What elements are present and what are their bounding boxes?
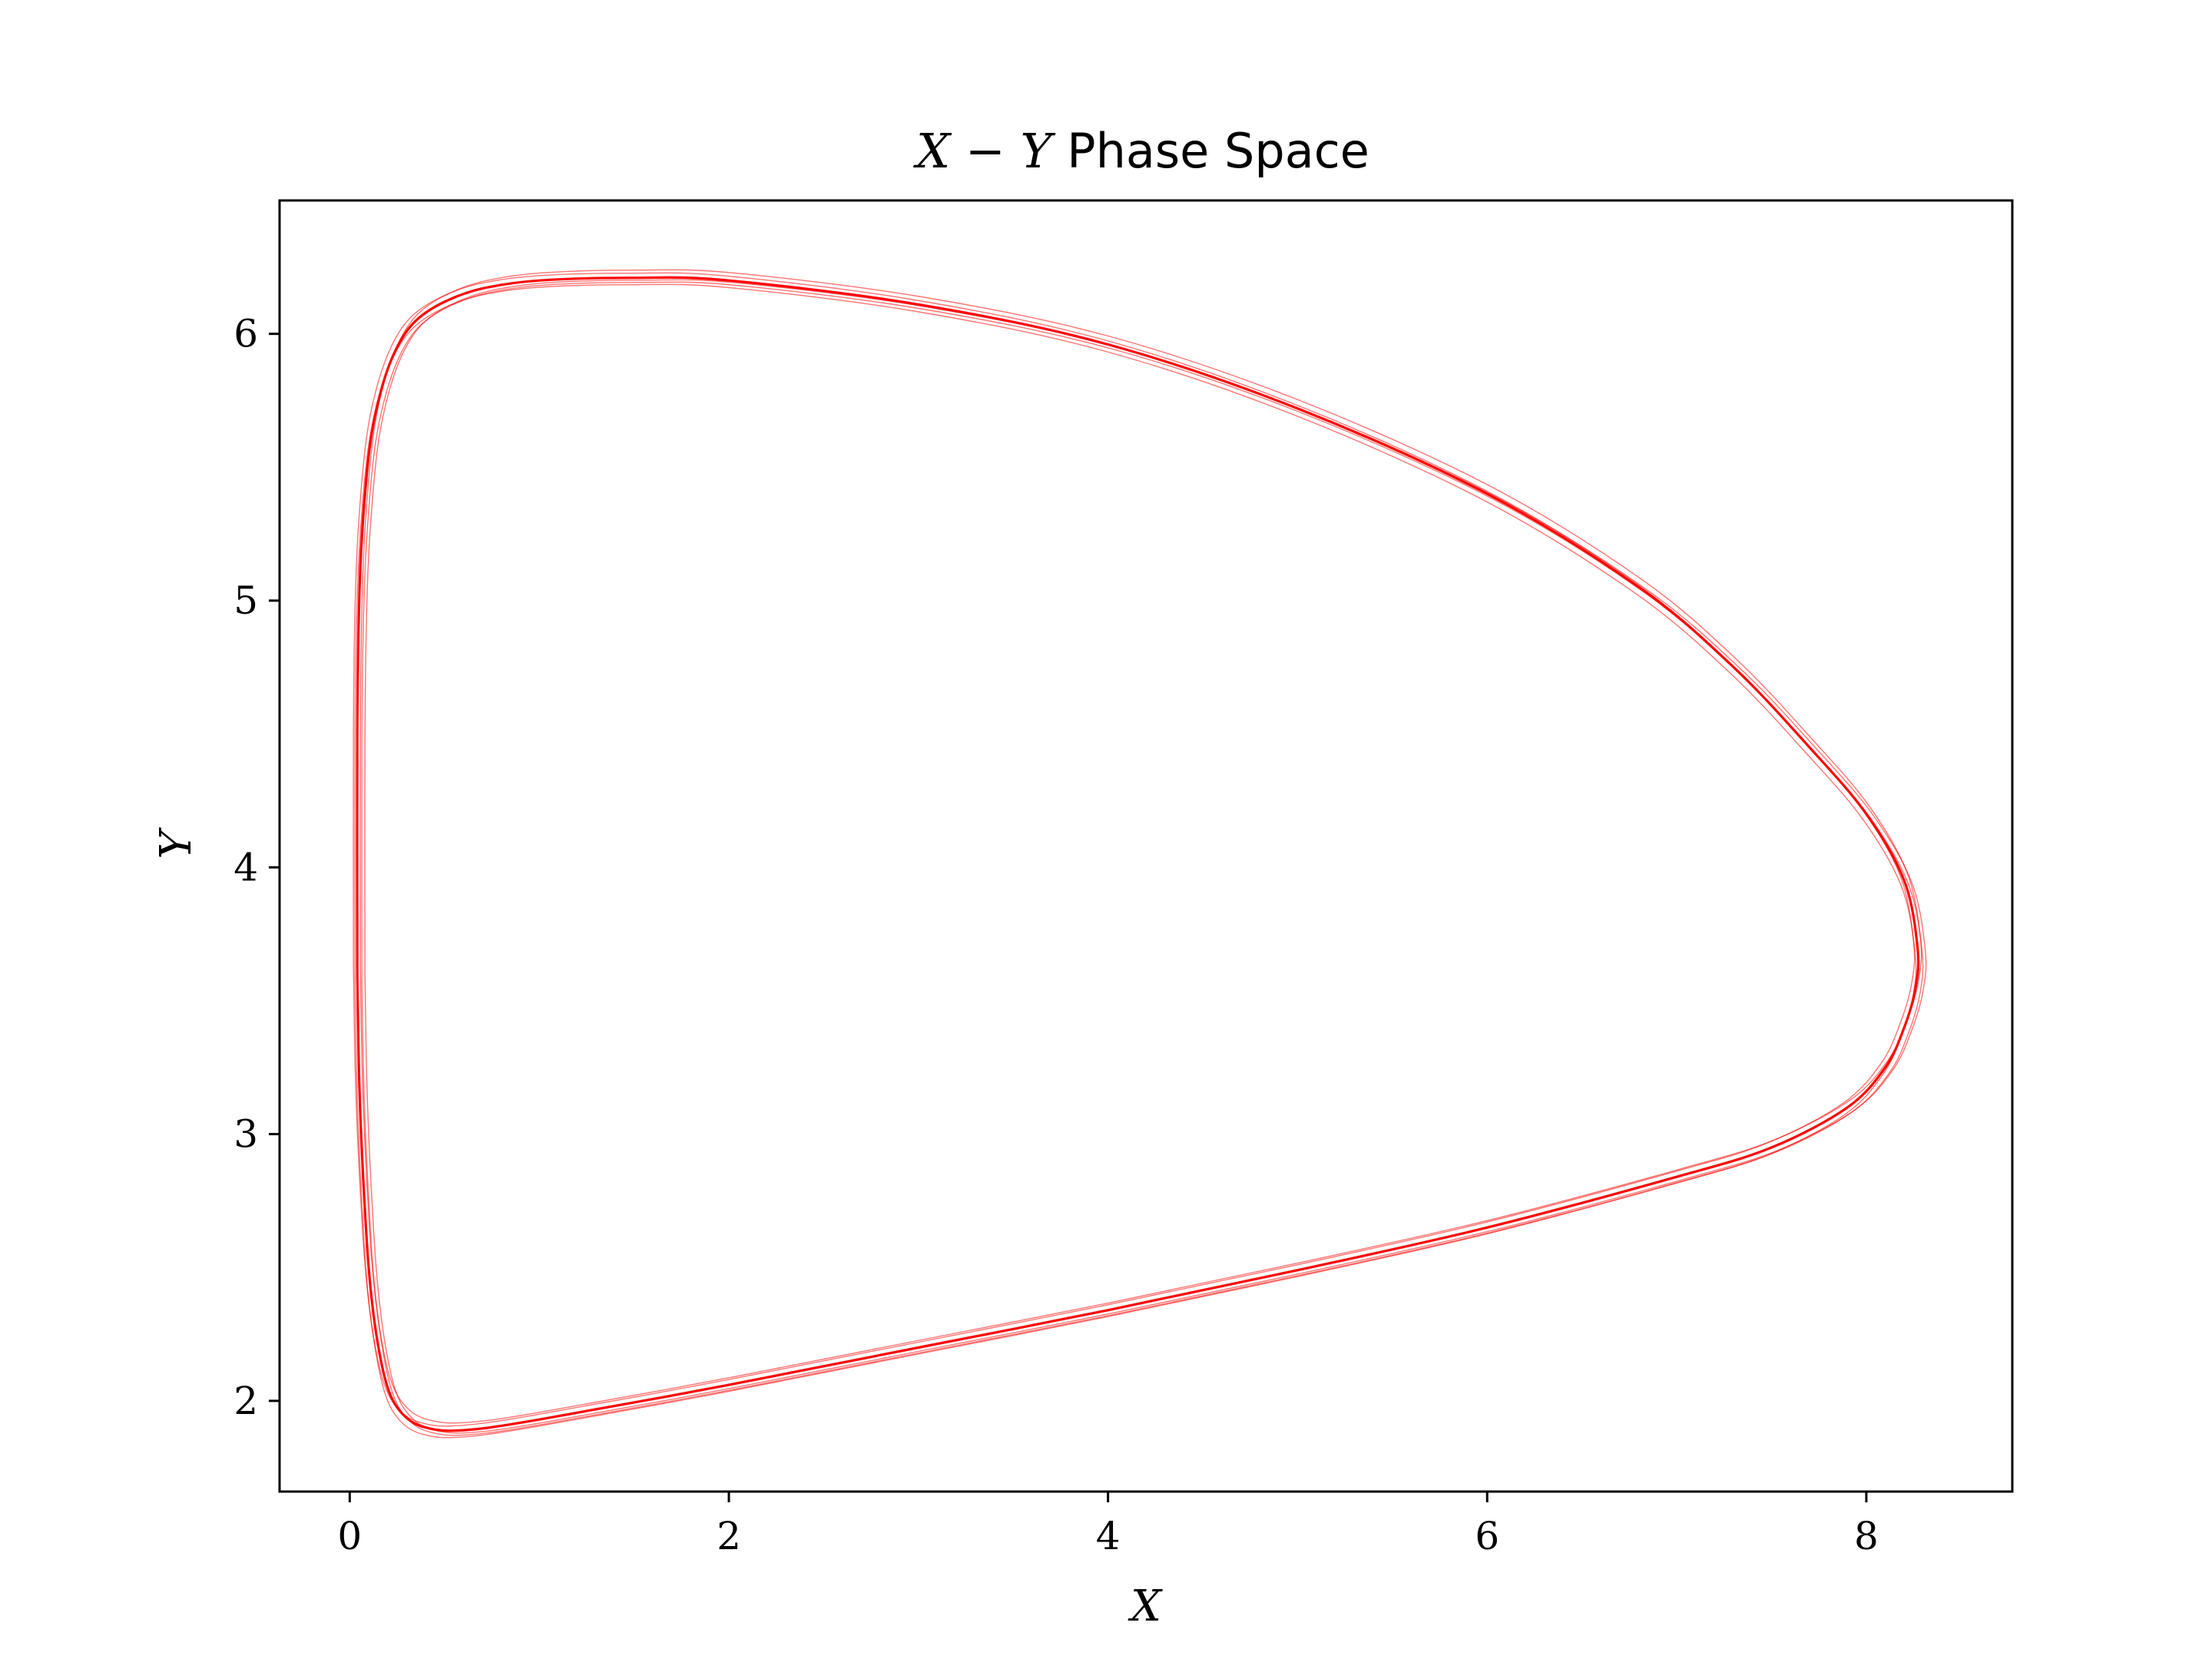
phase-trajectory-band [359,269,1922,1424]
y-tick-label: 3 [233,1112,258,1157]
y-tick-label: 4 [233,845,258,889]
phase-trajectory-band [364,279,1927,1434]
x-tick-label: 0 [337,1514,362,1558]
phase-trajectory-line [356,276,1920,1432]
phase-trajectory-band [354,283,1917,1439]
phase-trajectory-band [353,272,1916,1427]
y-axis-label: Y [151,826,201,859]
chart-title: X − Y Phase Space [913,123,1369,179]
series-layer [353,269,1927,1439]
chart-title-math: X − Y [913,123,1056,179]
x-tick-label: 8 [1854,1514,1879,1558]
x-tick-label: 4 [1096,1514,1121,1558]
y-tick-label: 5 [233,578,258,623]
axes-frame [278,199,2014,1493]
y-tick-label: 6 [233,312,258,356]
y-tick-label: 2 [233,1379,258,1423]
chart-title-text: Phase Space [1051,123,1369,179]
x-axis-label: X [1128,1581,1163,1631]
axis-ticks: 0 2 4 6 8 2 3 4 5 6 [233,312,1879,1558]
x-tick-label: 2 [717,1514,741,1558]
x-tick-label: 6 [1475,1514,1499,1558]
